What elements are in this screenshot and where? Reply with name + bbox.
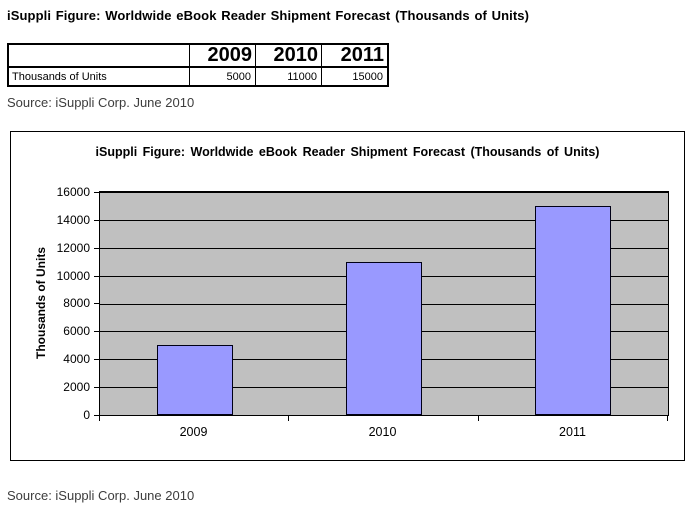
y-tick-label: 8000 — [63, 296, 90, 310]
table-value-cell: 5000 — [189, 66, 256, 87]
table-corner-cell — [7, 43, 190, 68]
x-tick-mark — [478, 416, 479, 421]
gridline — [100, 192, 668, 193]
y-tick-label: 14000 — [56, 213, 90, 227]
table-row-label: Thousands of Units — [7, 66, 190, 87]
table-header-row: 2009 2010 2011 — [7, 43, 389, 68]
gridline — [100, 220, 668, 221]
x-axis-label: 2010 — [368, 425, 397, 439]
source-note-bottom: Source: iSuppli Corp. June 2010 — [7, 488, 195, 503]
x-tick-mark — [667, 416, 668, 421]
y-tick-mark — [94, 192, 99, 193]
y-tick-label: 6000 — [63, 324, 90, 338]
bar — [157, 345, 233, 415]
data-table: 2009 2010 2011 Thousands of Units 5000 1100… — [7, 43, 389, 87]
chart-frame: iSuppli Figure: Worldwide eBook Reader S… — [10, 131, 685, 461]
y-tick-label: 16000 — [56, 185, 90, 199]
year-column-header: 2010 — [255, 43, 322, 68]
gridline — [100, 248, 668, 249]
x-tick-mark — [288, 416, 289, 421]
x-axis-label: 2011 — [559, 425, 586, 439]
plot-area — [99, 191, 669, 416]
y-tick-mark — [94, 248, 99, 249]
table-data-row: Thousands of Units 5000 11000 15000 — [7, 66, 389, 87]
y-tick-mark — [94, 415, 99, 416]
y-tick-label: 0 — [83, 408, 90, 422]
y-tick-label: 10000 — [56, 269, 90, 283]
chart-title: iSuppli Figure: Worldwide eBook Reader S… — [95, 145, 600, 159]
year-column-header: 2011 — [321, 43, 389, 68]
table-value-cell: 11000 — [255, 66, 322, 87]
table-value-cell: 15000 — [321, 66, 389, 87]
y-tick-mark — [94, 331, 99, 332]
bar — [535, 206, 611, 415]
y-tick-label: 12000 — [56, 241, 90, 255]
year-column-header: 2009 — [189, 43, 256, 68]
page-title: iSuppli Figure: Worldwide eBook Reader S… — [7, 8, 530, 23]
y-tick-mark — [94, 387, 99, 388]
y-tick-mark — [94, 276, 99, 277]
y-tick-mark — [94, 220, 99, 221]
y-tick-mark — [94, 303, 99, 304]
x-tick-mark — [99, 416, 100, 421]
y-tick-label: 2000 — [63, 380, 90, 394]
bar — [346, 262, 422, 415]
source-note-top: Source: iSuppli Corp. June 2010 — [7, 95, 195, 110]
y-tick-label: 4000 — [63, 352, 90, 366]
y-tick-mark — [94, 359, 99, 360]
x-axis-label: 2009 — [179, 425, 208, 439]
